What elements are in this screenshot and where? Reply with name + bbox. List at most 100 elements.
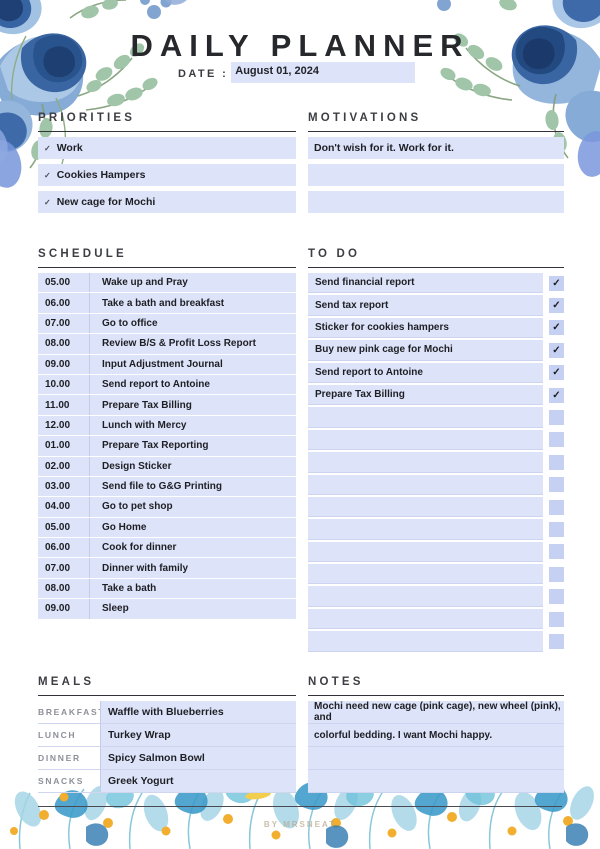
schedule-task: Take a bath: [89, 578, 296, 599]
todo-label[interactable]: [308, 608, 543, 630]
note-line[interactable]: [308, 770, 564, 793]
schedule-row[interactable]: 08.00 Review B/S & Profit Loss Report: [38, 334, 296, 355]
schedule-row[interactable]: 06.00 Cook for dinner: [38, 538, 296, 559]
todo-row: Send report to Antoine ✓: [308, 362, 564, 383]
schedule-row[interactable]: 05.00 Wake up and Pray: [38, 273, 296, 294]
todo-label[interactable]: Prepare Tax Billing: [308, 384, 543, 406]
schedule-task: Sleep: [89, 599, 296, 619]
schedule-row[interactable]: 09.00 Input Adjustment Journal: [38, 354, 296, 375]
schedule-row[interactable]: 06.00 Take a bath and breakfast: [38, 293, 296, 314]
schedule-row[interactable]: 03.00 Send file to G&G Printing: [38, 476, 296, 498]
todo-row: Buy new pink cage for Mochi ✓: [308, 340, 564, 361]
meals-heading: MEALS: [38, 676, 95, 688]
todo-label[interactable]: [308, 452, 543, 473]
meal-value[interactable]: Spicy Salmon Bowl: [100, 747, 296, 769]
schedule-time: 09.00: [45, 603, 71, 615]
todo-checkbox[interactable]: [549, 477, 564, 493]
note-line[interactable]: colorful bedding. I want Mochi happy.: [308, 724, 564, 747]
schedule-task: Go Home: [89, 517, 296, 538]
todo-label[interactable]: [308, 631, 543, 652]
schedule-row[interactable]: 01.00 Prepare Tax Reporting: [38, 436, 296, 457]
schedule-row[interactable]: 11.00 Prepare Tax Billing: [38, 395, 296, 416]
schedule-task: Wake up and Pray: [89, 273, 296, 293]
todo-checkbox[interactable]: ✓: [549, 275, 564, 291]
todo-checkbox[interactable]: [549, 454, 564, 470]
schedule-row[interactable]: 12.00 Lunch with Mercy: [38, 415, 296, 437]
schedule-row[interactable]: 05.00 Go Home: [38, 517, 296, 539]
todo-label[interactable]: [308, 496, 543, 518]
notes-heading: NOTES: [308, 676, 364, 688]
check-icon: ✓: [44, 170, 51, 180]
todo-checkbox[interactable]: ✓: [549, 320, 564, 336]
meal-row: LUNCH Turkey Wrap: [38, 724, 296, 747]
priority-row[interactable]: ✓ Work: [38, 137, 296, 159]
todo-label[interactable]: [308, 586, 543, 607]
todo-row: [308, 429, 564, 451]
note-line[interactable]: [308, 747, 564, 770]
schedule-task: Dinner with family: [89, 558, 296, 578]
schedule-row[interactable]: 07.00 Go to office: [38, 313, 296, 335]
todo-checkbox[interactable]: [549, 566, 564, 582]
schedule-time: 10.00: [45, 379, 71, 391]
todo-label[interactable]: [308, 519, 543, 540]
schedule-time: 01.00: [45, 440, 71, 452]
todo-label[interactable]: Send tax report: [308, 295, 543, 316]
todo-label[interactable]: Buy new pink cage for Mochi: [308, 340, 543, 361]
motivation-row[interactable]: [308, 191, 564, 213]
todo-checkbox[interactable]: [549, 589, 564, 605]
todo-label[interactable]: [308, 474, 543, 495]
todo-checkbox[interactable]: ✓: [549, 365, 564, 381]
todo-label[interactable]: Send report to Antoine: [308, 362, 543, 383]
date-input[interactable]: August 01, 2024: [231, 62, 416, 83]
page-title: DAILY PLANNER: [130, 28, 470, 63]
schedule-row[interactable]: 04.00 Go to pet shop: [38, 497, 296, 518]
meal-value[interactable]: Turkey Wrap: [100, 724, 296, 746]
priority-row[interactable]: ✓ Cookies Hampers: [38, 164, 296, 186]
todo-label[interactable]: [308, 429, 543, 451]
todo-checkbox[interactable]: [549, 410, 564, 426]
todo-checkbox[interactable]: ✓: [549, 298, 564, 314]
notes-rule: [308, 695, 564, 696]
meal-value[interactable]: Greek Yogurt: [100, 770, 296, 792]
schedule-row[interactable]: 09.00 Sleep: [38, 599, 296, 620]
todo-checkbox[interactable]: [549, 633, 564, 649]
todo-checkbox[interactable]: [549, 611, 564, 627]
note-line[interactable]: Mochi need new cage (pink cage), new whe…: [308, 701, 564, 724]
priorities-heading: PRIORITIES: [38, 112, 136, 124]
todo-label[interactable]: Sticker for cookies hampers: [308, 317, 543, 339]
schedule-row[interactable]: 02.00 Design Sticker: [38, 456, 296, 477]
todo-label[interactable]: [308, 564, 543, 585]
motivation-row[interactable]: Don't wish for it. Work for it.: [308, 137, 564, 159]
motivation-row[interactable]: [308, 164, 564, 186]
check-icon: ✓: [44, 143, 51, 153]
priorities-rule: [38, 131, 296, 132]
motivations-heading: MOTIVATIONS: [308, 112, 422, 124]
schedule-row[interactable]: 07.00 Dinner with family: [38, 558, 296, 579]
todo-checkbox[interactable]: [549, 521, 564, 537]
schedule-time: 05.00: [45, 521, 71, 533]
todo-checkbox[interactable]: [549, 544, 564, 560]
schedule-time: 07.00: [45, 317, 71, 329]
schedule-row[interactable]: 10.00 Send report to Antoine: [38, 374, 296, 396]
todo-checkbox[interactable]: ✓: [549, 342, 564, 358]
schedule-task: Input Adjustment Journal: [89, 354, 296, 374]
todo-checkbox[interactable]: ✓: [549, 387, 564, 403]
priority-row[interactable]: ✓ New cage for Mochi: [38, 191, 296, 213]
todo-label[interactable]: [308, 407, 543, 428]
footer-watermark: BY MRSNEAT: [263, 820, 337, 829]
schedule-row[interactable]: 08.00 Take a bath: [38, 578, 296, 600]
todo-row: [308, 541, 564, 563]
todo-row: [308, 474, 564, 495]
schedule-task: Send file to G&G Printing: [89, 476, 296, 497]
meals-list: BREAKFAST Waffle with Blueberries LUNCH Tur…: [38, 701, 296, 793]
meal-value[interactable]: Waffle with Blueberries: [100, 701, 296, 723]
todo-checkbox[interactable]: [549, 499, 564, 515]
todo-label[interactable]: Send financial report: [308, 273, 543, 294]
todo-checkbox[interactable]: [549, 432, 564, 448]
motivation-label: Don't wish for it. Work for it.: [314, 141, 454, 154]
schedule-task: Cook for dinner: [89, 538, 296, 558]
todo-label[interactable]: [308, 541, 543, 563]
date-label: DATE :: [178, 68, 229, 80]
footer-divider: [38, 806, 562, 807]
